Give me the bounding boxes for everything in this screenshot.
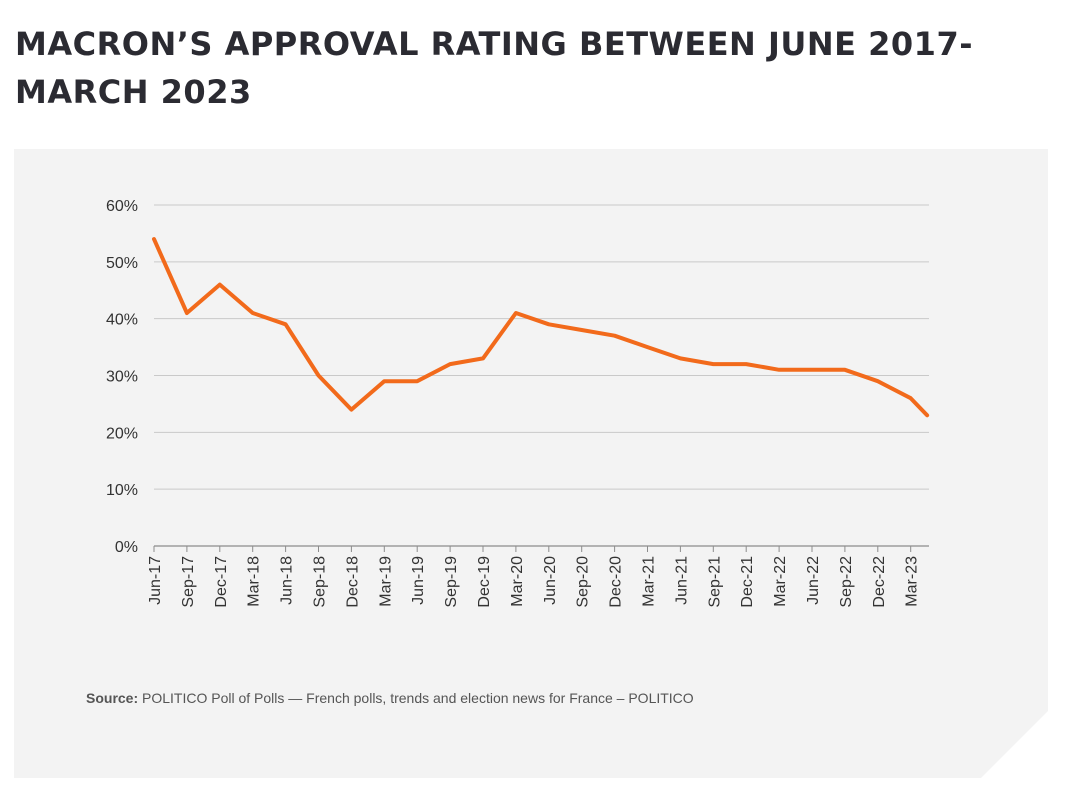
x-tick-label: Sep-22: [838, 556, 855, 608]
x-tick-label: Dec-19: [476, 556, 493, 608]
x-tick-label: Jun-22: [805, 556, 822, 605]
x-tick-label: Dec-17: [213, 556, 230, 608]
x-tick-label: Dec-20: [608, 556, 625, 608]
x-tick-label: Sep-20: [575, 556, 592, 608]
x-tick-label: Mar-19: [377, 556, 394, 607]
gridlines: [154, 204, 929, 547]
y-tick-label: 40%: [106, 312, 138, 329]
y-tick-label: 20%: [106, 425, 138, 442]
x-tick-label: Mar-18: [246, 556, 263, 607]
x-tick-label: Jun-19: [410, 556, 427, 605]
x-tick-label: Jun-18: [279, 556, 296, 605]
approval-rating-line: [152, 237, 930, 418]
line-chart: 0% 10% 20% 30% 40% 50% 60% Jun-17 Sep-17 Dec-17 M…: [106, 198, 930, 608]
x-tick-label: Sep-18: [312, 556, 329, 608]
x-tick-label: Mar-20: [509, 556, 526, 607]
source-label: Source:: [86, 690, 139, 706]
y-axis-ticks: 0% 10% 20% 30% 40% 50% 60%: [106, 198, 138, 556]
x-tick-label: Jun-21: [673, 556, 690, 605]
chart-panel: 0% 10% 20% 30% 40% 50% 60% Jun-17 Sep-17 Dec-17 M…: [14, 149, 1048, 778]
series: [152, 237, 930, 418]
x-tick-label: Mar-21: [641, 556, 658, 607]
source-text: POLITICO Poll of Polls — French polls, t…: [142, 690, 694, 706]
x-axis-ticks: Jun-17 Sep-17 Dec-17 Mar-18 Jun-18 Sep-18 Dec-…: [147, 546, 921, 608]
y-tick-label: 60%: [106, 198, 138, 215]
y-tick-label: 10%: [106, 482, 138, 499]
x-tick-label: Dec-22: [871, 556, 888, 608]
x-tick-label: Dec-21: [739, 556, 756, 608]
x-tick-label: Sep-17: [180, 556, 197, 608]
x-tick-label: Dec-18: [344, 556, 361, 608]
x-tick-label: Jun-20: [542, 556, 559, 605]
x-tick-label: Jun-17: [147, 556, 164, 605]
x-tick-label: Sep-21: [706, 556, 723, 608]
source-note: Source: POLITICO Poll of Polls — French …: [86, 690, 694, 706]
y-tick-label: 30%: [106, 369, 138, 386]
x-tick-label: Mar-22: [772, 556, 789, 607]
x-tick-label: Mar-23: [904, 556, 921, 607]
chart-title: MACRON’S APPROVAL RATING BETWEEN JUNE 20…: [15, 25, 973, 111]
x-tick-label: Sep-19: [443, 556, 460, 608]
y-tick-label: 0%: [115, 539, 138, 556]
y-tick-label: 50%: [106, 255, 138, 272]
